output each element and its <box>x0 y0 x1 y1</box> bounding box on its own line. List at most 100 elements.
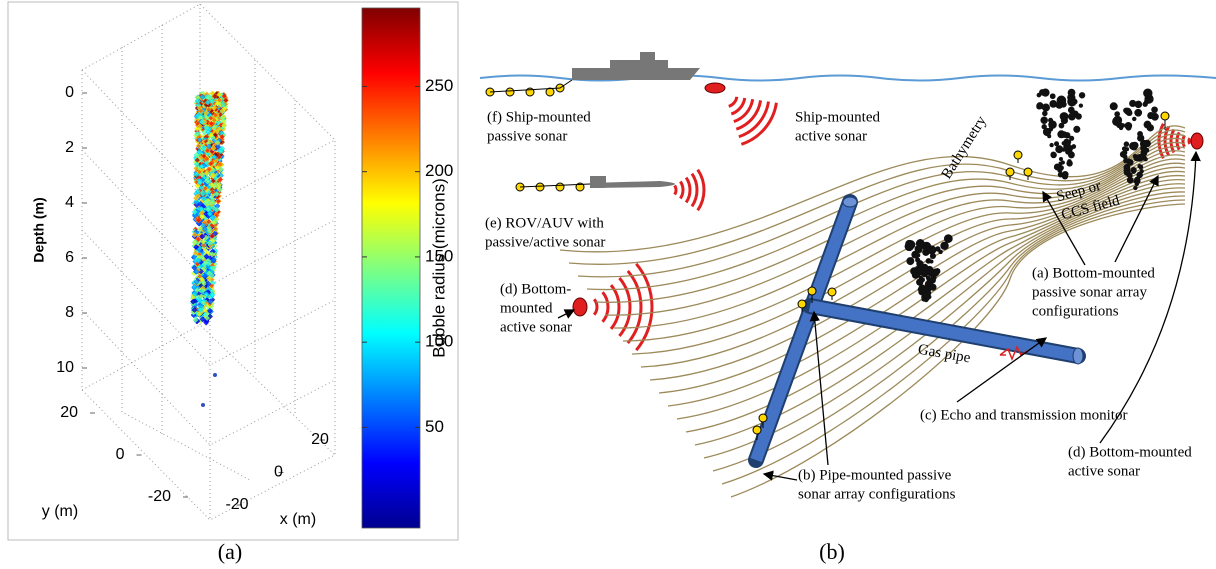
bubble <box>1050 93 1056 99</box>
bubble <box>1127 172 1133 178</box>
bubble <box>1142 102 1147 107</box>
label: active sonar <box>795 128 867 144</box>
wave <box>1183 135 1184 147</box>
sensor <box>556 183 564 191</box>
bubble <box>213 373 217 377</box>
rov <box>590 176 675 188</box>
bubble <box>1143 89 1152 98</box>
bubble <box>925 281 931 287</box>
bubble <box>1056 147 1060 151</box>
bubble <box>1068 113 1076 121</box>
tick-label: 0 <box>65 84 74 101</box>
bubble <box>1151 106 1158 113</box>
bubble <box>1143 157 1148 162</box>
sensor <box>828 288 836 296</box>
bubble <box>201 403 205 407</box>
bubble <box>930 253 936 259</box>
bubble <box>930 275 936 281</box>
bubble <box>1059 157 1063 161</box>
bubble <box>1079 92 1085 98</box>
label: configurations <box>1032 303 1119 319</box>
bubble <box>1049 143 1053 147</box>
tick-label: 10 <box>56 359 74 376</box>
bubble <box>906 257 914 265</box>
wave <box>611 285 619 329</box>
tick-label: -20 <box>148 488 171 505</box>
bubble <box>1111 103 1116 108</box>
tick-label: 0 <box>274 464 283 481</box>
bubble <box>1066 160 1072 166</box>
bubble <box>1079 103 1083 107</box>
bubble <box>1131 167 1137 173</box>
bubble <box>1112 117 1121 126</box>
bubble <box>1145 148 1150 153</box>
bubble <box>1042 124 1047 129</box>
bubble <box>1132 117 1136 121</box>
figure: Depth (m) y (m) x (m) Bubble radius (mic… <box>0 0 1216 569</box>
bubble <box>1147 112 1154 119</box>
label: Gas pipe <box>917 342 972 367</box>
colorbar-tick-label: 150 <box>425 246 453 265</box>
ship <box>572 52 700 80</box>
wave <box>603 292 608 322</box>
label: active sonar <box>1068 463 1140 479</box>
label: mounted <box>500 300 553 316</box>
bubble <box>1134 109 1142 117</box>
tick-label: 8 <box>65 304 74 321</box>
bubble <box>1072 99 1078 105</box>
page: Depth (m) y (m) x (m) Bubble radius (mic… <box>0 0 1216 569</box>
bubble <box>1062 141 1066 145</box>
label: (a) Bottom-mounted <box>1032 265 1155 281</box>
bubble <box>1140 140 1148 148</box>
tick-label: 20 <box>311 431 329 448</box>
bubble <box>921 297 925 301</box>
wave <box>729 97 737 107</box>
bubble <box>1136 172 1143 179</box>
bubble <box>926 293 931 298</box>
label: active sonar <box>500 319 572 335</box>
x-axis-label: x (m) <box>280 511 316 528</box>
bubble <box>1137 164 1141 168</box>
bubble <box>1126 125 1132 131</box>
tick-label: 20 <box>60 404 78 421</box>
sensor <box>1014 151 1022 159</box>
wave <box>731 98 744 114</box>
bubble <box>906 240 915 249</box>
bubble <box>1124 141 1129 146</box>
label: (e) ROV/AUV with <box>485 215 604 231</box>
bubble <box>1054 141 1059 146</box>
label: (c) Echo and transmission monitor <box>920 407 1127 423</box>
colorbar-tick-label: 250 <box>425 76 453 95</box>
wave <box>686 178 690 203</box>
ship-sonar <box>705 83 725 93</box>
bubble <box>1068 151 1075 158</box>
sensor <box>536 183 544 191</box>
bubble <box>938 250 943 255</box>
sensor <box>1006 168 1014 176</box>
bubble <box>1123 158 1128 163</box>
label: passive sonar array <box>1032 284 1147 300</box>
depth-axis-label: Depth (m) <box>31 197 47 262</box>
label: Ship-mounted <box>795 109 880 125</box>
bubble <box>1036 102 1043 109</box>
colorbar-tick-label: 200 <box>425 161 453 180</box>
bubble <box>1061 172 1068 179</box>
sensor <box>1161 112 1169 120</box>
bubble <box>916 239 925 248</box>
tick-label: 2 <box>65 139 74 156</box>
bottom-sonar <box>573 298 587 316</box>
bubble <box>1071 144 1076 149</box>
bubble <box>1051 152 1056 157</box>
wave <box>1189 138 1190 144</box>
wave <box>680 182 683 199</box>
bubble <box>1124 108 1131 115</box>
bubble <box>1114 111 1120 117</box>
sensor <box>506 88 514 96</box>
wave <box>692 174 697 207</box>
bubble <box>1068 107 1075 114</box>
contour <box>569 130 1185 264</box>
bubble <box>927 245 936 254</box>
sensor <box>759 414 767 422</box>
bubble <box>1138 155 1142 159</box>
colorbar-tick-label: 100 <box>425 332 453 351</box>
